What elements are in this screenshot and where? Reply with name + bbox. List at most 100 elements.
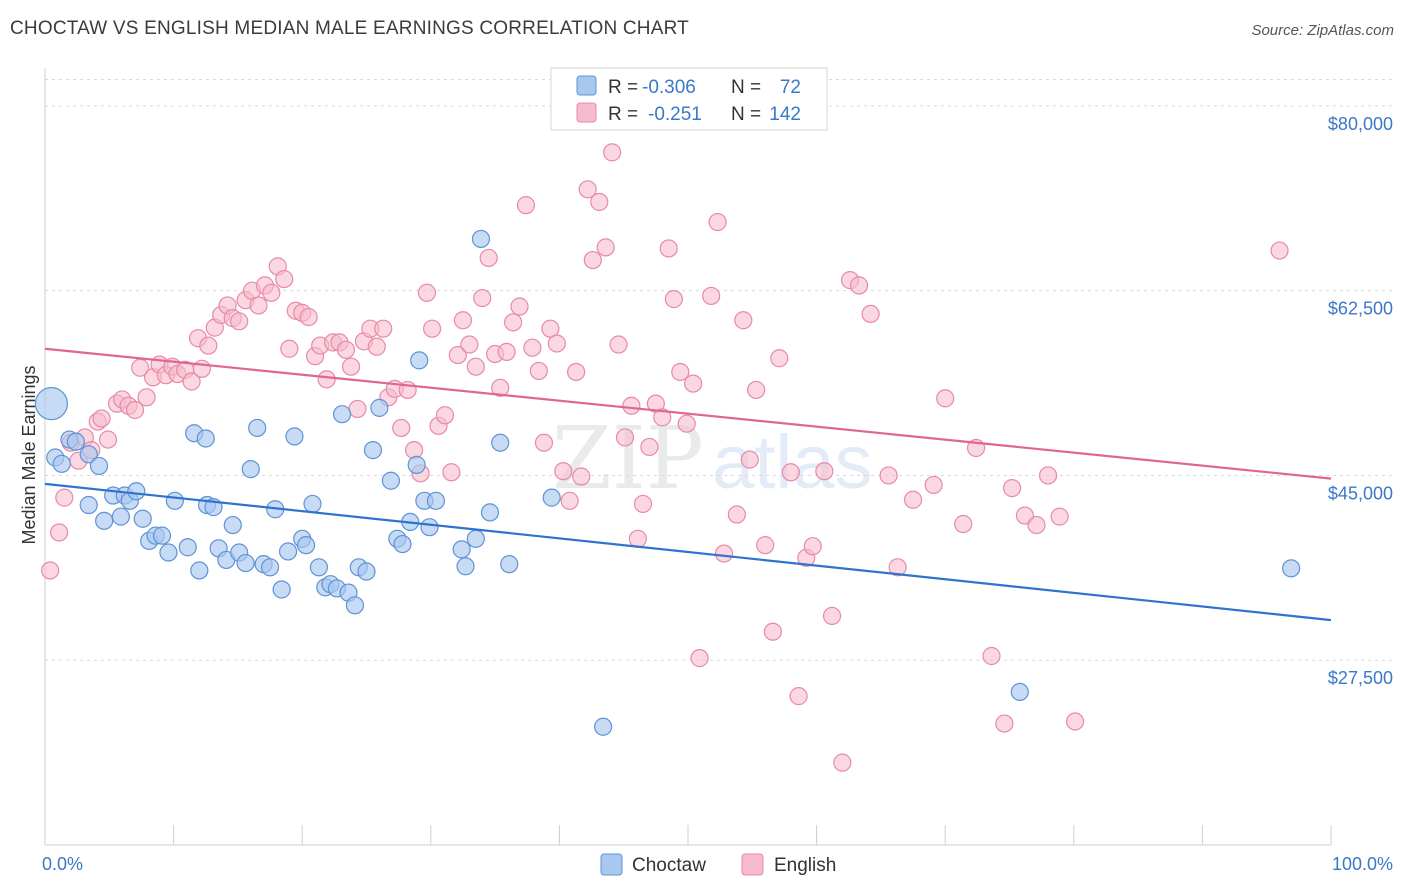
legend-r-value-choctaw: -0.306 [642,77,696,98]
choctaw-point [95,511,114,530]
english-point [523,338,542,357]
choctaw-points [34,229,1301,736]
legend-n-value-english: 142 [769,104,801,125]
english-point [708,212,727,232]
english-point [280,339,299,358]
y-tick-label: $80,000 [1328,114,1393,134]
english-point [534,433,554,452]
choctaw-point [594,717,613,736]
x-tick-label-min: 0.0% [42,854,83,874]
english-point [422,319,442,338]
choctaw-point [345,596,365,615]
choctaw-point [196,429,215,448]
english-point [1050,507,1069,526]
legend-r-label-choctaw: R = [608,77,638,98]
choctaw-point [178,538,197,557]
choctaw-point [111,507,130,526]
english-point [849,276,869,295]
english-point [435,406,455,425]
choctaw-point [152,526,172,545]
english-point [1065,712,1085,731]
english-point [603,143,622,162]
english-point [466,357,485,376]
choctaw-point [79,445,98,464]
english-point [861,304,880,324]
watermark-atlas: atlas [712,420,873,505]
choctaw-point [165,491,184,510]
english-point [734,311,753,330]
choctaw-point [491,433,510,452]
choctaw-point [89,456,109,476]
english-point [664,290,683,309]
source-note: Source: ZipAtlas.com [1251,22,1394,39]
english-point [622,396,641,415]
english-point [747,380,766,400]
english-point [510,297,529,316]
english-point [367,337,386,356]
english-point [473,288,492,308]
english-point [249,296,268,315]
english-point [92,409,111,428]
english-point [1038,466,1058,485]
choctaw-point [393,534,412,554]
choctaw-point [381,471,401,490]
legend-swatch-choctaw [576,75,597,96]
chart-title: CHOCTAW VS ENGLISH MEDIAN MALE EARNINGS … [10,18,689,39]
english-point [491,378,510,397]
choctaw-point [285,427,304,446]
choctaw-point [410,351,429,370]
legend-n-value-choctaw: 72 [780,77,801,98]
english-point [822,606,842,625]
y-tick-labels: $27,500 $45,000 $62,500 $80,000 [1328,114,1393,688]
english-point [516,196,536,215]
x-tick-label-max: 100.0% [1332,854,1393,874]
english-point [770,349,789,368]
english-point [417,283,437,302]
bottom-legend-swatch-choctaw [600,853,623,876]
choctaw-point [272,580,291,599]
english-point [903,490,923,509]
english-point [640,437,659,457]
english-point [677,414,696,433]
choctaw-point [456,557,475,576]
choctaw-point [248,418,267,438]
choctaw-point [452,540,471,559]
english-point [982,646,1001,666]
english-point [547,334,566,353]
english-point [497,342,516,362]
english-point [763,622,782,641]
legend-box [550,67,828,131]
y-tick-label: $45,000 [1328,483,1393,503]
choctaw-point [500,555,519,574]
english-point [404,441,424,460]
english-point [756,536,775,555]
english-point [299,307,318,327]
english-point [803,537,822,556]
english-point [1002,479,1022,498]
choctaw-point [332,405,352,424]
english-point [567,362,586,382]
english-point [590,192,609,212]
english-point [442,463,461,482]
choctaw-point [223,515,242,535]
choctaw-point [471,229,491,249]
trend-lines [44,347,1332,622]
choctaw-point [79,495,98,515]
watermark: ZIP atlas [552,409,873,509]
legend-r-label-english: R = [608,104,638,125]
choctaw-point [260,558,280,577]
bottom-legend: Choctaw English [600,853,836,876]
choctaw-point [133,509,152,528]
choctaw-point [426,491,446,510]
english-point [392,418,411,438]
english-point [583,250,602,270]
choctaw-point [420,518,439,537]
english-point [275,269,294,289]
english-point [781,463,800,482]
choctaw-point [34,387,69,421]
english-points [41,99,1289,772]
english-point [578,180,597,199]
english-point [789,687,808,706]
english-point [936,389,955,408]
choctaw-point [1010,682,1029,702]
